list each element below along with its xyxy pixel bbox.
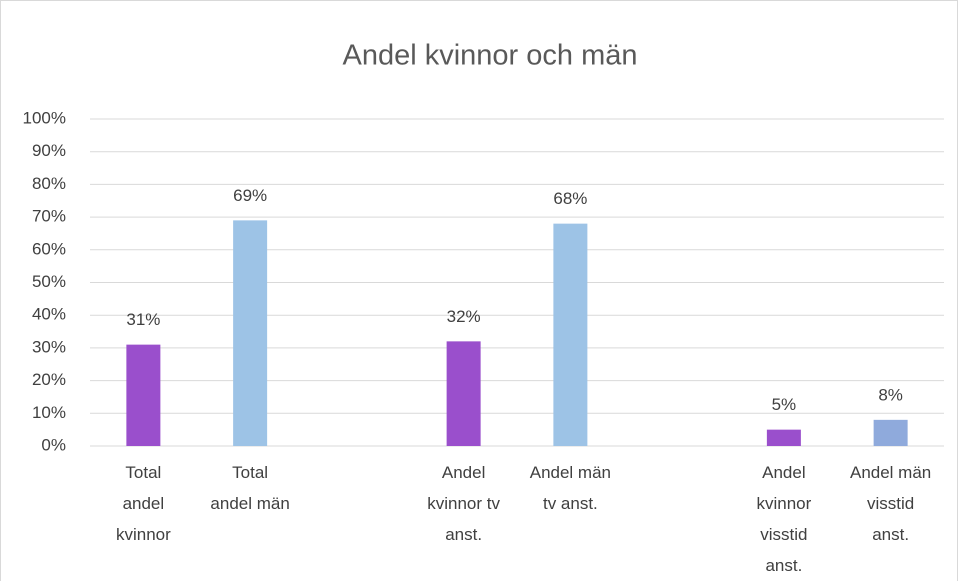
x-tick-line: anst. xyxy=(765,556,802,575)
x-tick-line: Total xyxy=(125,463,161,482)
x-tick-line: kvinnor xyxy=(116,525,171,544)
y-tick-label: 40% xyxy=(32,305,66,324)
bar xyxy=(233,220,268,446)
x-tick-label: Andel kvinnor visstid anst. xyxy=(756,463,811,575)
x-tick-line: andel män xyxy=(210,494,289,513)
y-tick-label: 0% xyxy=(41,435,66,454)
x-tick-line: Andel xyxy=(762,463,805,482)
bar xyxy=(126,344,161,446)
x-tick-line: Andel män xyxy=(530,463,611,482)
bar xyxy=(553,223,588,446)
data-label: 69% xyxy=(233,186,267,205)
x-tick-line: kvinnor xyxy=(756,494,811,513)
data-label: 32% xyxy=(447,307,481,326)
y-tick-label: 20% xyxy=(32,370,66,389)
bar xyxy=(766,429,801,446)
x-tick-label: Total andel kvinnor xyxy=(116,463,171,544)
y-tick-label: 30% xyxy=(32,337,66,356)
data-label: 31% xyxy=(126,310,160,329)
chart-title: Andel kvinnor och män xyxy=(343,40,638,72)
data-label: 68% xyxy=(553,189,587,208)
x-tick-line: anst. xyxy=(872,525,909,544)
y-tick-label: 10% xyxy=(32,403,66,422)
data-label: 5% xyxy=(772,395,797,414)
x-tick-label: Total andel män xyxy=(210,463,289,513)
x-tick-line: Andel män xyxy=(850,463,931,482)
x-tick-line: visstid xyxy=(867,494,914,513)
x-tick-line: andel xyxy=(123,494,165,513)
x-tick-line: Andel xyxy=(442,463,485,482)
data-label: 8% xyxy=(878,385,903,404)
y-tick-label: 90% xyxy=(32,141,66,160)
bar xyxy=(873,419,908,446)
x-tick-line: tv anst. xyxy=(543,494,598,513)
x-tick-label: Andel kvinnor tv anst. xyxy=(427,463,500,544)
x-tick-label: Andel män visstid anst. xyxy=(850,463,931,544)
x-tick-line: visstid xyxy=(760,525,807,544)
y-tick-label: 80% xyxy=(32,174,66,193)
x-tick-line: anst. xyxy=(445,525,482,544)
bar xyxy=(446,341,481,446)
y-tick-label: 100% xyxy=(23,108,66,127)
x-tick-line: Total xyxy=(232,463,268,482)
x-tick-line: kvinnor tv xyxy=(427,494,500,513)
y-tick-label: 60% xyxy=(32,239,66,258)
x-tick-label: Andel män tv anst. xyxy=(530,463,611,513)
y-tick-label: 70% xyxy=(32,207,66,226)
y-tick-label: 50% xyxy=(32,272,66,291)
